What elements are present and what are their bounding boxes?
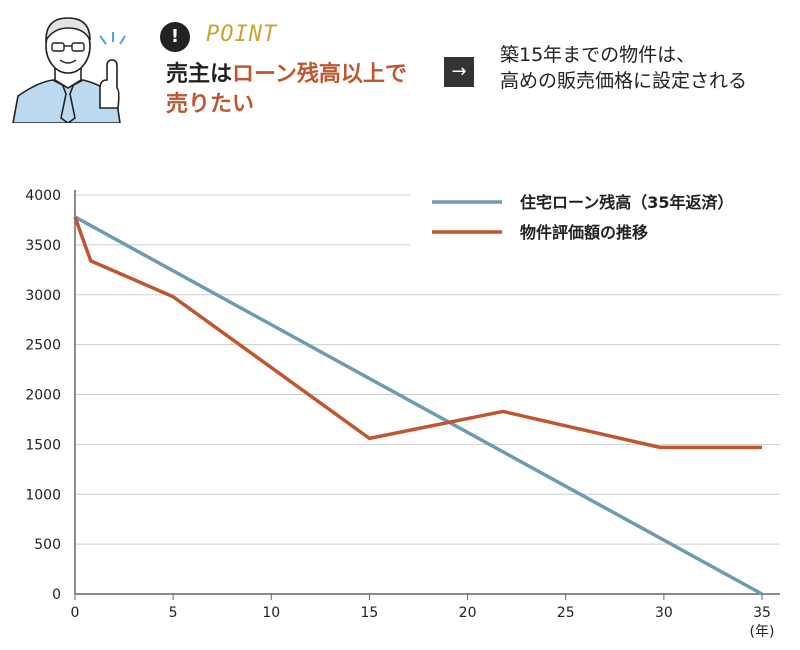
legend-label-0: 住宅ローン残高（35年返済） <box>520 193 733 212</box>
x-axis-unit-label: (年) <box>750 624 775 640</box>
headline: 売主はローン残高以上で 売りたい <box>166 60 436 120</box>
headline-accent: ローン残高以上で <box>232 62 407 87</box>
series-line-0 <box>74 215 763 596</box>
y-tick-label: 1000 <box>25 487 61 503</box>
x-tick-label: 0 <box>71 605 80 621</box>
grid-lines <box>75 194 780 545</box>
businessman-illustration <box>12 17 126 123</box>
y-tick-label: 2500 <box>25 338 61 354</box>
headline-part2: 売りたい <box>166 92 255 117</box>
y-tick-label: 3000 <box>25 288 61 304</box>
exclamation-icon: ! <box>160 22 190 52</box>
y-axis-ticks: 0 500 1000 1500 2000 2500 3000 3500 4000 <box>25 188 61 603</box>
chart-legend: 住宅ローン残高（35年返済） 物件評価額の推移 <box>410 180 780 250</box>
header-banner: ! POINT 売主はローン残高以上で 売りたい → 築15年までの物件は、 高… <box>0 0 800 130</box>
headline-part1: 売主は <box>166 62 233 87</box>
line-chart: 0 500 1000 1500 2000 2500 3000 3500 4000 0 5 10 15 2… <box>25 180 780 640</box>
y-tick-label: 2000 <box>25 388 61 404</box>
y-tick-label: 500 <box>34 537 61 553</box>
series-lines <box>73 215 763 596</box>
x-tick-label: 5 <box>169 605 178 621</box>
y-tick-label: 0 <box>52 587 61 603</box>
x-tick-label: 25 <box>557 605 575 621</box>
conclusion-text: 築15年までの物件は、 高めの販売価格に設定される <box>500 42 790 94</box>
x-tick-label: 15 <box>361 605 379 621</box>
legend-background <box>410 180 780 250</box>
conclusion-line2: 高めの販売価格に設定される <box>500 70 748 92</box>
x-tick-label: 30 <box>655 605 673 621</box>
y-tick-label: 4000 <box>25 188 61 204</box>
x-tick-label: 10 <box>262 605 280 621</box>
y-tick-label: 3500 <box>25 238 61 254</box>
series-line-1 <box>73 216 762 450</box>
point-label: POINT <box>206 22 278 47</box>
y-tick-label: 1500 <box>25 437 61 453</box>
x-axis-ticks: 0 5 10 15 20 25 30 35 <box>71 594 771 621</box>
x-tick-label: 35 <box>753 605 771 621</box>
legend-label-1: 物件評価額の推移 <box>520 223 648 242</box>
x-tick-label: 20 <box>459 605 477 621</box>
conclusion-line1: 築15年までの物件は、 <box>500 44 696 66</box>
arrow-right-icon: → <box>444 57 474 87</box>
